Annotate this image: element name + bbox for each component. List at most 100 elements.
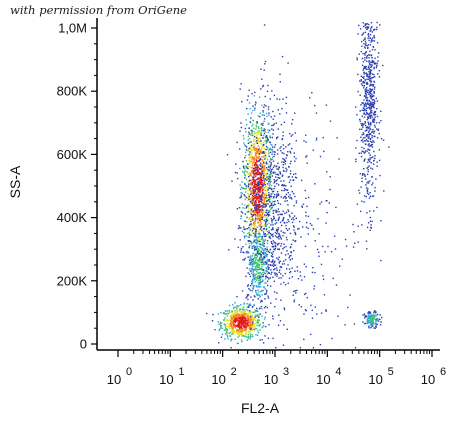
data-point bbox=[244, 127, 247, 130]
data-point bbox=[259, 261, 261, 264]
data-point bbox=[368, 311, 370, 313]
x-tick-base: 10 bbox=[264, 372, 278, 387]
data-point bbox=[373, 121, 375, 124]
data-point bbox=[275, 222, 278, 224]
data-point bbox=[260, 140, 262, 142]
data-point bbox=[320, 201, 323, 203]
data-point bbox=[225, 325, 228, 327]
data-point bbox=[264, 251, 266, 254]
data-point bbox=[247, 172, 249, 174]
data-point bbox=[304, 189, 306, 192]
data-point bbox=[259, 183, 261, 185]
data-point bbox=[254, 253, 256, 255]
data-point bbox=[261, 209, 264, 211]
data-point bbox=[260, 201, 263, 203]
data-point bbox=[373, 135, 375, 137]
data-point bbox=[367, 316, 369, 318]
data-point bbox=[269, 151, 272, 153]
data-point bbox=[291, 176, 293, 178]
data-point bbox=[258, 221, 260, 223]
data-point bbox=[365, 143, 367, 146]
data-point bbox=[257, 248, 260, 250]
data-point bbox=[260, 206, 262, 208]
data-point bbox=[367, 180, 369, 183]
data-point bbox=[283, 158, 285, 161]
data-point bbox=[262, 111, 264, 113]
data-point bbox=[283, 216, 285, 219]
data-point bbox=[269, 277, 271, 279]
data-point bbox=[376, 318, 378, 320]
data-point bbox=[268, 174, 270, 176]
data-point bbox=[259, 278, 262, 280]
data-point bbox=[282, 218, 285, 220]
data-point bbox=[289, 197, 291, 199]
data-point bbox=[262, 215, 264, 218]
data-point bbox=[265, 275, 268, 278]
data-point bbox=[259, 200, 261, 202]
data-point bbox=[259, 217, 262, 219]
data-point bbox=[286, 154, 288, 157]
data-point bbox=[366, 167, 368, 169]
data-point bbox=[254, 149, 256, 151]
data-point bbox=[368, 91, 370, 94]
data-point bbox=[370, 64, 372, 66]
data-point bbox=[305, 156, 307, 158]
data-point bbox=[373, 37, 376, 39]
data-point bbox=[265, 282, 267, 284]
data-point bbox=[250, 271, 252, 273]
data-point bbox=[275, 173, 277, 176]
data-point bbox=[264, 224, 267, 226]
data-point bbox=[289, 232, 292, 235]
data-point bbox=[255, 149, 257, 151]
data-point bbox=[249, 338, 251, 340]
data-point bbox=[266, 280, 269, 282]
data-point bbox=[267, 264, 270, 266]
x-tick-exponent: 6 bbox=[440, 366, 446, 378]
data-point bbox=[249, 270, 252, 272]
data-point bbox=[287, 209, 289, 211]
data-point bbox=[265, 190, 267, 192]
data-point bbox=[261, 235, 264, 238]
data-point bbox=[250, 117, 252, 119]
data-point bbox=[255, 241, 257, 244]
data-point bbox=[260, 173, 262, 176]
data-point bbox=[249, 321, 251, 324]
data-point bbox=[262, 110, 264, 112]
data-point bbox=[367, 166, 369, 168]
data-point bbox=[265, 214, 268, 216]
data-point bbox=[364, 44, 367, 46]
data-point bbox=[353, 323, 356, 325]
data-point bbox=[227, 312, 229, 315]
data-point bbox=[240, 249, 242, 251]
data-point bbox=[257, 132, 259, 134]
data-point bbox=[370, 65, 373, 68]
data-point bbox=[245, 313, 247, 315]
data-point bbox=[265, 205, 268, 207]
data-point bbox=[251, 269, 253, 271]
data-point bbox=[379, 324, 382, 326]
data-point bbox=[265, 169, 267, 171]
data-point bbox=[320, 263, 323, 266]
data-point bbox=[258, 201, 260, 203]
data-point bbox=[256, 193, 259, 195]
data-point bbox=[260, 255, 262, 257]
data-point bbox=[271, 252, 273, 254]
x-tick-exponent: 3 bbox=[283, 366, 289, 378]
data-point bbox=[260, 197, 262, 199]
data-point bbox=[254, 218, 257, 220]
data-point bbox=[274, 235, 277, 237]
data-point bbox=[252, 278, 254, 280]
data-point bbox=[247, 331, 249, 333]
data-point bbox=[370, 102, 372, 104]
data-point bbox=[263, 257, 265, 260]
data-point bbox=[255, 196, 258, 199]
data-point bbox=[259, 239, 262, 241]
data-point bbox=[277, 162, 279, 164]
data-point bbox=[378, 76, 381, 78]
data-point bbox=[362, 32, 365, 34]
data-point bbox=[247, 284, 249, 286]
data-point bbox=[291, 212, 293, 214]
data-point bbox=[212, 313, 214, 316]
data-point bbox=[373, 40, 376, 42]
data-point bbox=[364, 47, 366, 49]
